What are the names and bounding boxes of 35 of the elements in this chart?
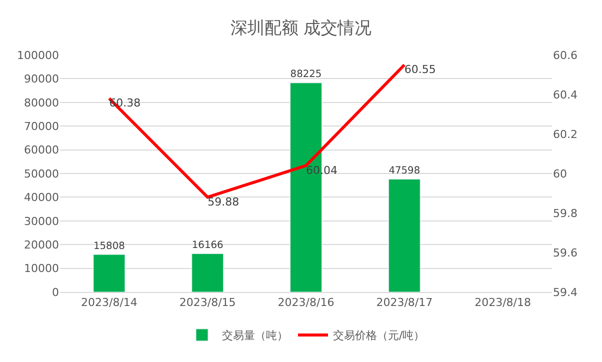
bar bbox=[192, 253, 224, 292]
x-tick-label: 2023/8/17 bbox=[376, 296, 433, 310]
x-tick-label: 2023/8/18 bbox=[474, 296, 532, 310]
x-tick-label: 2023/8/15 bbox=[179, 296, 236, 310]
data-label: 60.55 bbox=[404, 63, 436, 76]
y-tick-label: 30000 bbox=[24, 214, 59, 228]
y-tick-label: 80000 bbox=[24, 96, 59, 110]
y-tick-label: 60000 bbox=[24, 144, 59, 157]
y-tick-label: 20000 bbox=[24, 238, 59, 252]
y-tick-label: 90000 bbox=[24, 72, 59, 86]
y2-tick-label: 60.6 bbox=[553, 48, 578, 62]
y-tick-label: 40000 bbox=[24, 191, 59, 204]
data-label: 15808 bbox=[93, 240, 125, 252]
y2-tick-label: 60.2 bbox=[553, 128, 578, 141]
data-label: 47598 bbox=[388, 165, 420, 176]
bar bbox=[388, 178, 420, 292]
y-tick-label: 10000 bbox=[24, 262, 59, 276]
y-tick-label: 70000 bbox=[24, 120, 59, 133]
legend-label: 交易价格（元/吨） bbox=[333, 329, 425, 342]
x-tick-label: 2023/8/14 bbox=[80, 296, 138, 310]
data-label: 16166 bbox=[192, 240, 224, 251]
y2-tick-label: 59.4 bbox=[553, 286, 578, 299]
bar bbox=[93, 254, 126, 292]
y-tick-label: 50000 bbox=[24, 167, 59, 180]
legend-label: 交易量（吨） bbox=[222, 329, 288, 342]
y2-tick-label: 60 bbox=[553, 167, 567, 180]
data-label: 88225 bbox=[290, 69, 322, 80]
x-tick-label: 2023/8/16 bbox=[278, 296, 334, 310]
y-tick-label: 100000 bbox=[17, 48, 59, 62]
chart-title: 深圳配额 成交情况 bbox=[230, 18, 372, 39]
y2-tick-label: 59.8 bbox=[553, 206, 578, 220]
data-label: 59.88 bbox=[208, 195, 240, 208]
y2-tick-label: 60.4 bbox=[553, 88, 578, 102]
y-tick-label: 0 bbox=[52, 286, 59, 299]
y2-tick-label: 59.6 bbox=[553, 246, 578, 260]
